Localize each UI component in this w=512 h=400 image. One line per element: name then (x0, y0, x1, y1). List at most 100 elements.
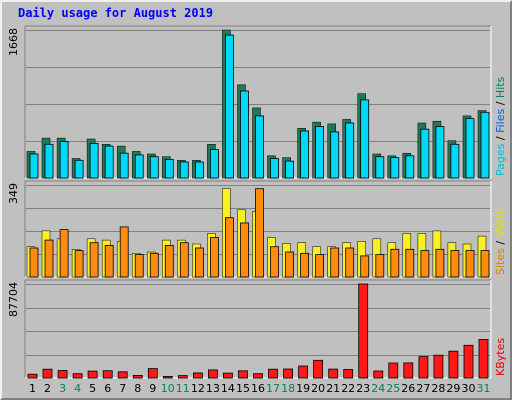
bar-sites-day-7 (119, 226, 129, 278)
bar-sites-day-18 (285, 251, 295, 278)
x-tick-label: 16 (251, 382, 265, 395)
x-tick-label: 7 (119, 382, 126, 395)
x-tick-label: 23 (356, 382, 370, 395)
bar-sites-day-21 (330, 247, 340, 278)
y-max-label: 349 (7, 183, 20, 204)
bar-files-day-27 (420, 128, 430, 179)
bar-files-day-16 (255, 115, 264, 179)
bar-sites-day-20 (315, 254, 325, 278)
bar-kbytes-day-16 (253, 373, 263, 379)
x-tick-label: 22 (341, 382, 355, 395)
bar-kbytes-day-23 (358, 283, 369, 379)
x-tick-label: 4 (74, 382, 81, 395)
bar-files-day-6 (104, 145, 114, 179)
legend-entry: / (494, 133, 507, 144)
bar-sites-day-24 (375, 254, 385, 278)
bar-kbytes-day-26 (403, 362, 414, 379)
bar-sites-day-29 (450, 250, 460, 278)
bar-sites-day-23 (360, 255, 370, 278)
legend-kbytes: KBytes (494, 338, 507, 376)
bar-kbytes-day-6 (102, 370, 113, 379)
x-tick-label: 12 (191, 382, 205, 395)
x-tick-label: 14 (221, 382, 235, 395)
bar-sites-day-30 (465, 250, 475, 278)
legend-entry: / (494, 237, 507, 248)
bar-sites-day-5 (89, 242, 99, 278)
bar-sites-day-15 (240, 222, 249, 278)
bar-sites-day-6 (104, 244, 114, 278)
bar-sites-day-19 (300, 252, 310, 278)
bar-sites-day-17 (270, 246, 279, 278)
bar-kbytes-day-20 (313, 359, 324, 379)
bar-files-day-31 (480, 111, 490, 179)
bar-kbytes-day-12 (192, 372, 203, 379)
bar-kbytes-day-3 (57, 370, 68, 379)
x-tick-label: 30 (462, 382, 476, 395)
bar-sites-day-4 (74, 250, 84, 278)
bar-files-day-10 (164, 158, 174, 179)
bar-files-day-3 (59, 141, 69, 179)
x-tick-label: 29 (446, 382, 460, 395)
bar-files-day-28 (435, 126, 445, 179)
bar-kbytes-day-28 (433, 354, 444, 379)
bar-sites-day-22 (345, 247, 355, 278)
bar-files-day-18 (285, 160, 295, 179)
bar-kbytes-day-15 (238, 370, 248, 379)
bar-kbytes-day-25 (388, 362, 399, 379)
x-tick-label: 25 (386, 382, 400, 395)
x-tick-label: 15 (236, 382, 250, 395)
legend-entry: Hits (494, 76, 507, 98)
bar-sites-day-25 (390, 248, 400, 278)
bar-files-day-13 (209, 149, 219, 179)
bar-sites-day-13 (209, 237, 219, 278)
bar-kbytes-day-21 (328, 368, 339, 379)
x-tick-label: 20 (311, 382, 325, 395)
legend-entry: Pages (494, 143, 507, 176)
x-tick-label: 9 (149, 382, 156, 395)
bar-kbytes-day-5 (87, 370, 98, 379)
bar-sites-day-8 (134, 254, 144, 278)
bar-files-day-24 (375, 156, 385, 179)
bar-files-day-5 (89, 142, 99, 179)
bar-kbytes-day-10 (162, 375, 173, 379)
bar-kbytes-day-2 (42, 368, 53, 379)
bar-sites-day-12 (194, 247, 204, 278)
bar-kbytes-day-17 (268, 368, 278, 379)
x-tick-label: 18 (281, 382, 295, 395)
y-max-label: 87704 (7, 282, 20, 317)
legend-entry: Files (494, 109, 507, 133)
bar-sites-day-16 (255, 188, 264, 278)
bar-sites-day-11 (179, 242, 189, 278)
bar-files-day-12 (194, 161, 204, 179)
bar-files-day-25 (390, 157, 400, 179)
bar-kbytes-day-1 (27, 373, 38, 379)
bar-files-day-17 (270, 158, 279, 179)
bar-sites-day-10 (164, 244, 174, 278)
x-tick-label: 27 (416, 382, 430, 395)
x-tick-label: 8 (134, 382, 141, 395)
bar-kbytes-day-18 (283, 368, 294, 379)
bar-kbytes-day-24 (373, 370, 384, 379)
bar-files-day-9 (149, 156, 159, 179)
bar-kbytes-day-30 (463, 344, 474, 379)
bar-kbytes-day-11 (177, 375, 188, 379)
x-tick-label: 1 (29, 382, 36, 395)
x-tick-label: 2 (44, 382, 51, 395)
bar-files-day-4 (74, 159, 84, 179)
panel-bg (25, 280, 491, 378)
legend-visits-sites: Sites / Visits (494, 208, 507, 275)
x-tick-label: 26 (401, 382, 415, 395)
x-tick-label: 11 (176, 382, 190, 395)
bar-files-day-29 (450, 143, 460, 179)
bar-files-day-19 (300, 130, 310, 179)
x-tick-label: 5 (89, 382, 96, 395)
bar-files-day-11 (179, 161, 189, 179)
bar-kbytes-day-19 (298, 365, 309, 379)
legend-entry: / (494, 98, 507, 109)
bar-kbytes-day-29 (448, 350, 459, 379)
legend-entry: KBytes (494, 338, 507, 376)
bar-kbytes-day-8 (132, 374, 143, 379)
x-tick-label: 31 (477, 382, 491, 395)
x-tick-label: 19 (296, 382, 310, 395)
